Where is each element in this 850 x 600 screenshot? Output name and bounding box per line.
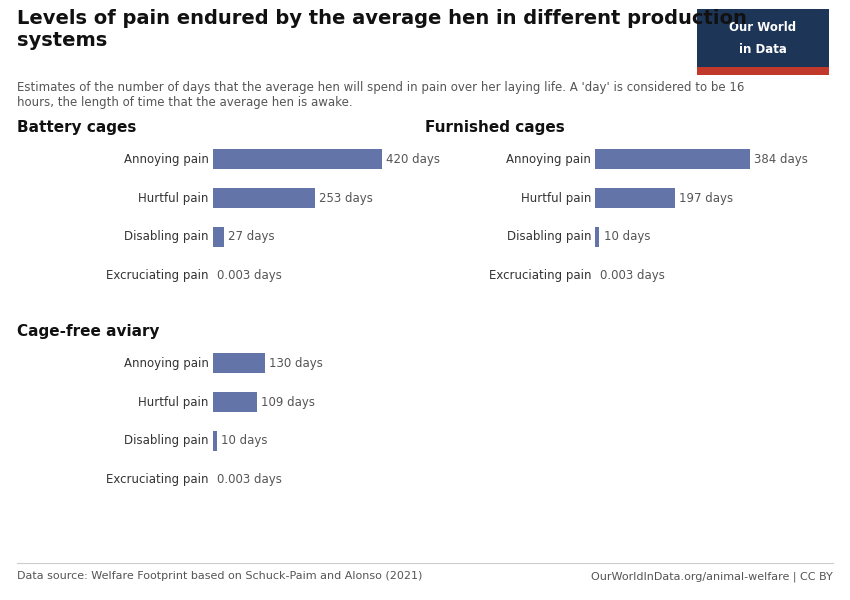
Text: Our World: Our World (729, 21, 796, 34)
Text: Data source: Welfare Footprint based on Schuck-Paim and Alonso (2021): Data source: Welfare Footprint based on … (17, 571, 422, 581)
Bar (596, 227, 599, 247)
Text: Cage-free aviary: Cage-free aviary (17, 324, 160, 339)
Bar (596, 188, 675, 208)
Text: Furnished cages: Furnished cages (425, 120, 564, 135)
Text: 109 days: 109 days (261, 395, 315, 409)
Text: Battery cages: Battery cages (17, 120, 136, 135)
Text: 420 days: 420 days (386, 153, 440, 166)
Text: Estimates of the number of days that the average hen will spend in pain over her: Estimates of the number of days that the… (17, 81, 745, 109)
Text: Disabling pain: Disabling pain (124, 434, 209, 448)
Text: in Data: in Data (739, 43, 787, 56)
Bar (213, 392, 257, 412)
Bar (213, 431, 217, 451)
Bar (697, 9, 829, 67)
Text: Hurtful pain: Hurtful pain (139, 191, 209, 205)
Bar (596, 149, 750, 169)
Text: 197 days: 197 days (679, 191, 733, 205)
Text: Annoying pain: Annoying pain (507, 153, 592, 166)
Text: Annoying pain: Annoying pain (124, 153, 209, 166)
Text: 10 days: 10 days (604, 230, 650, 244)
Text: Hurtful pain: Hurtful pain (139, 395, 209, 409)
Bar (213, 149, 382, 169)
Text: Excruciating pain: Excruciating pain (106, 269, 209, 282)
Text: 253 days: 253 days (319, 191, 373, 205)
Text: Disabling pain: Disabling pain (124, 230, 209, 244)
Text: 10 days: 10 days (221, 434, 268, 448)
Bar (213, 188, 314, 208)
Text: 0.003 days: 0.003 days (218, 269, 282, 282)
Text: 0.003 days: 0.003 days (218, 473, 282, 486)
Text: Excruciating pain: Excruciating pain (106, 473, 209, 486)
Text: 0.003 days: 0.003 days (600, 269, 665, 282)
Text: Excruciating pain: Excruciating pain (489, 269, 592, 282)
Text: OurWorldInData.org/animal-welfare | CC BY: OurWorldInData.org/animal-welfare | CC B… (592, 571, 833, 582)
Text: Hurtful pain: Hurtful pain (521, 191, 592, 205)
Text: Levels of pain endured by the average hen in different production
systems: Levels of pain endured by the average he… (17, 9, 747, 50)
Text: 384 days: 384 days (754, 153, 808, 166)
Text: 27 days: 27 days (228, 230, 275, 244)
Text: Disabling pain: Disabling pain (507, 230, 592, 244)
Bar (213, 353, 265, 373)
Bar (213, 227, 224, 247)
Text: 130 days: 130 days (269, 357, 323, 370)
Text: Annoying pain: Annoying pain (124, 357, 209, 370)
Bar (697, 67, 829, 75)
